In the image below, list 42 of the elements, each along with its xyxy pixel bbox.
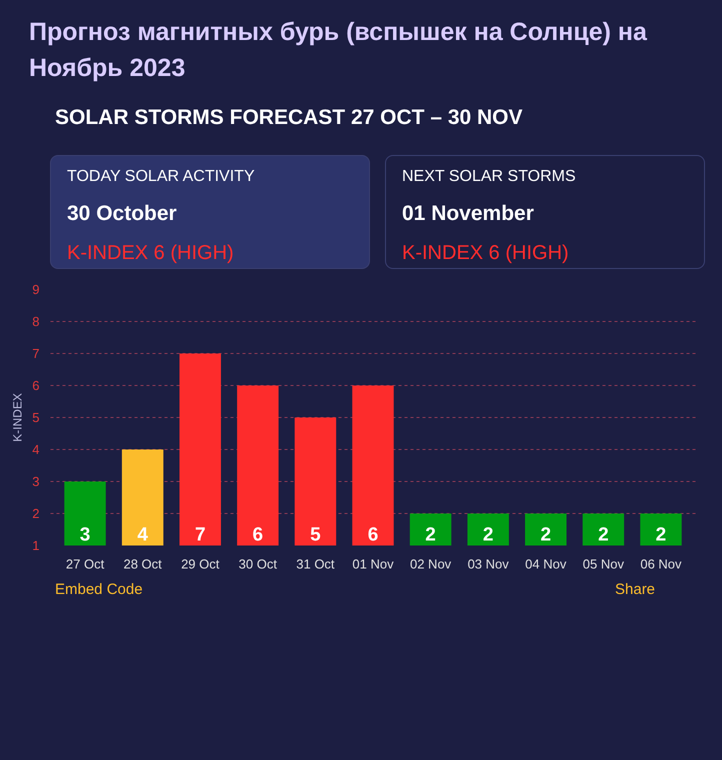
- y-tick-label: 3: [32, 474, 40, 489]
- data-label: 2: [598, 524, 609, 546]
- y-tick-label: 9: [32, 282, 40, 297]
- x-tick-label: 31 Oct: [296, 556, 335, 572]
- text: 01 November: [402, 200, 535, 227]
- x-tick-label: 02 Nov: [410, 556, 452, 572]
- y-tick-label: 4: [32, 442, 40, 457]
- data-label: 2: [540, 524, 552, 546]
- y-tick-label: 2: [32, 506, 40, 521]
- x-tick-label: 29 Oct: [181, 556, 220, 572]
- text: 30 October: [67, 200, 178, 227]
- y-tick-label: 6: [32, 378, 40, 393]
- x-tick-label: 30 Oct: [238, 556, 278, 572]
- y-tick-label: 1: [32, 538, 40, 553]
- text: K-INDEX 6 (HIGH): [402, 240, 570, 266]
- data-label: 2: [656, 524, 666, 546]
- text: K-INDEX 6 (HIGH): [67, 240, 235, 266]
- x-tick-label: 27 Oct: [66, 556, 105, 572]
- x-tick-label: 04 Nov: [525, 556, 567, 572]
- data-label: 2: [482, 524, 494, 546]
- x-tick-label: 01 Nov: [352, 556, 394, 572]
- chart-subtitle: SOLAR STORMS FORECAST 27 OCT – 30 NOV: [55, 105, 523, 131]
- y-tick-label: 5: [32, 410, 40, 425]
- data-label: 6: [252, 524, 264, 546]
- text: TODAY SOLAR ACTIVITY: [67, 167, 255, 187]
- data-label: 2: [425, 524, 436, 546]
- x-tick-label: 06 Nov: [640, 556, 682, 572]
- text: Embed Code: [55, 580, 143, 600]
- x-tick-label: 03 Nov: [468, 556, 510, 572]
- y-tick-label: 8: [32, 314, 40, 329]
- x-tick-label: 28 Oct: [123, 556, 162, 572]
- data-label: 5: [310, 524, 322, 546]
- y-tick-label: 7: [32, 346, 40, 361]
- y-axis-title: K-INDEX: [10, 393, 24, 442]
- text: NEXT SOLAR STORMS: [402, 167, 576, 187]
- data-label: 3: [80, 524, 90, 546]
- data-label: 6: [368, 524, 378, 546]
- data-label: 7: [194, 524, 206, 546]
- chart-title: Прогноз магнитных бурь (вспышек на Солнце) на Ноябрь 2023: [29, 17, 648, 84]
- data-label: 4: [137, 524, 148, 546]
- x-tick-label: 05 Nov: [582, 556, 624, 572]
- text: Share: [615, 580, 656, 600]
